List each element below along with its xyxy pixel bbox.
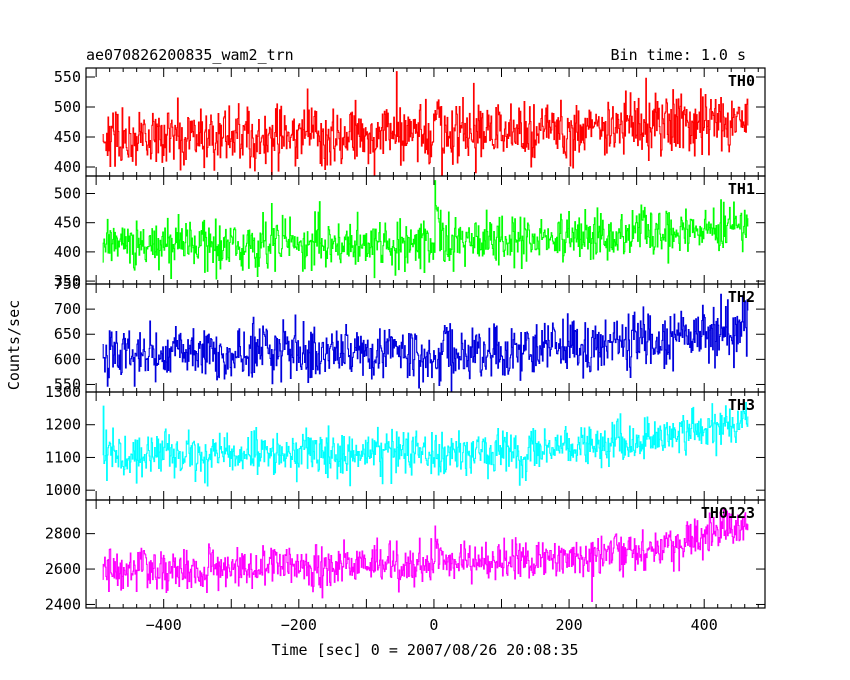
y-tick-label: 500	[54, 98, 81, 116]
chart-title-left: ae070826200835_wam2_trn	[86, 46, 294, 64]
panel-label-th1: TH1	[728, 180, 755, 198]
series-line-th0	[102, 71, 749, 176]
y-tick-label: 650	[54, 325, 81, 343]
panel-frame	[85, 499, 766, 609]
y-tick-label: 700	[54, 300, 81, 318]
x-tick-label: −200	[281, 616, 317, 634]
series-line-th1	[102, 180, 749, 280]
y-tick-label: 450	[54, 214, 81, 232]
panel-label-th0123: TH0123	[701, 504, 755, 522]
panel-label-th3: TH3	[728, 396, 755, 414]
panel-label-th2: TH2	[728, 288, 755, 306]
series-line-th3	[102, 401, 749, 487]
x-tick-label: 0	[429, 616, 438, 634]
y-tick-label: 400	[54, 158, 81, 176]
y-tick-label: 550	[54, 68, 81, 86]
y-tick-label: 500	[54, 185, 81, 203]
x-axis-label: Time [sec] 0 = 2007/08/26 20:08:35	[271, 641, 578, 659]
y-tick-label: 1000	[45, 481, 81, 499]
y-tick-label: 600	[54, 350, 81, 368]
y-tick-label: 2600	[45, 560, 81, 578]
y-tick-label: 750	[54, 275, 81, 293]
x-tick-label: 200	[556, 616, 583, 634]
y-tick-label: 1300	[45, 383, 81, 401]
panels-group: 400 450 500 550 TH0 350 400 450 500 TH1 550 600 650 7…	[45, 67, 766, 634]
y-tick-label: 350	[54, 272, 81, 290]
y-tick-label: 450	[54, 128, 81, 146]
panel-label-th0: TH0	[728, 72, 755, 90]
series-line-th0123	[102, 508, 749, 603]
y-tick-label: 1100	[45, 448, 81, 466]
series-line-th2	[102, 293, 749, 392]
y-axis-label: Counts/sec	[5, 300, 23, 390]
y-tick-label: 1200	[45, 416, 81, 434]
y-tick-label: 400	[54, 243, 81, 261]
panel-frame	[85, 283, 766, 393]
chart-title-right: Bin time: 1.0 s	[611, 46, 746, 64]
y-tick-label: 2400	[45, 595, 81, 613]
x-tick-label: 400	[691, 616, 718, 634]
y-tick-label: 550	[54, 375, 81, 393]
x-tick-label: −400	[146, 616, 182, 634]
y-tick-label: 2800	[45, 525, 81, 543]
